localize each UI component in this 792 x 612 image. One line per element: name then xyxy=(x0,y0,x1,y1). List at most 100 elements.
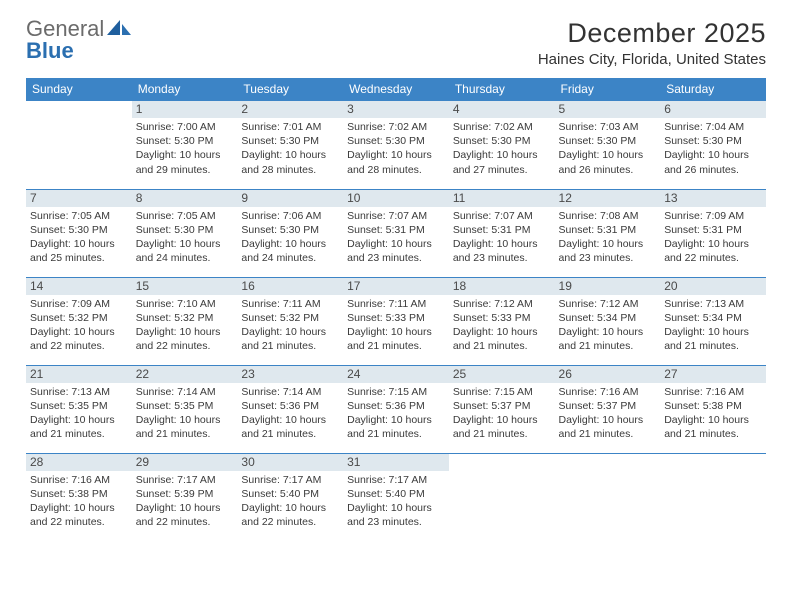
calendar-day-cell: 14 Sunrise: 7:09 AMSunset: 5:32 PMDayligh… xyxy=(26,277,132,365)
calendar-row: 14 Sunrise: 7:09 AMSunset: 5:32 PMDayligh… xyxy=(26,277,766,365)
calendar-day-cell: 9 Sunrise: 7:06 AMSunset: 5:30 PMDaylight… xyxy=(237,189,343,277)
day-number: 12 xyxy=(555,190,661,207)
day-number: 9 xyxy=(237,190,343,207)
calendar-day-cell: 29 Sunrise: 7:17 AMSunset: 5:39 PMDayligh… xyxy=(132,453,238,541)
calendar-day-cell: 6 Sunrise: 7:04 AMSunset: 5:30 PMDaylight… xyxy=(660,101,766,189)
calendar-row: 7Sunrise: 7:05 AMSunset: 5:30 PMDaylight… xyxy=(26,189,766,277)
weekday-header: Monday xyxy=(132,78,238,101)
day-info: Sunrise: 7:09 AMSunset: 5:32 PMDaylight:… xyxy=(30,297,128,354)
calendar-row: 1 Sunrise: 7:00 AMSunset: 5:30 PMDaylight… xyxy=(26,101,766,189)
day-number: 30 xyxy=(237,454,343,471)
day-number: 11 xyxy=(449,190,555,207)
day-info: Sunrise: 7:01 AMSunset: 5:30 PMDaylight:… xyxy=(241,120,339,177)
day-info: Sunrise: 7:14 AMSunset: 5:36 PMDaylight:… xyxy=(241,385,339,442)
day-number: 27 xyxy=(660,366,766,383)
calendar-empty-cell xyxy=(660,453,766,541)
day-number: 22 xyxy=(132,366,238,383)
day-number: 28 xyxy=(26,454,132,471)
day-number: 1 xyxy=(132,101,238,118)
weekday-header: Thursday xyxy=(449,78,555,101)
day-number: 21 xyxy=(26,366,132,383)
calendar-day-cell: 5Sunrise: 7:03 AMSunset: 5:30 PMDaylight… xyxy=(555,101,661,189)
day-info: Sunrise: 7:10 AMSunset: 5:32 PMDaylight:… xyxy=(136,297,234,354)
calendar-day-cell: 18Sunrise: 7:12 AMSunset: 5:33 PMDayligh… xyxy=(449,277,555,365)
calendar-table: SundayMondayTuesdayWednesdayThursdayFrid… xyxy=(26,78,766,541)
calendar-day-cell: 28 Sunrise: 7:16 AMSunset: 5:38 PMDayligh… xyxy=(26,453,132,541)
day-number: 29 xyxy=(132,454,238,471)
day-number: 24 xyxy=(343,366,449,383)
day-number: 4 xyxy=(449,101,555,118)
day-info: Sunrise: 7:07 AMSunset: 5:31 PMDaylight:… xyxy=(347,209,445,266)
calendar-row: 21 Sunrise: 7:13 AMSunset: 5:35 PMDayligh… xyxy=(26,365,766,453)
calendar-day-cell: 7Sunrise: 7:05 AMSunset: 5:30 PMDaylight… xyxy=(26,189,132,277)
calendar-day-cell: 19 Sunrise: 7:12 AMSunset: 5:34 PMDayligh… xyxy=(555,277,661,365)
day-info: Sunrise: 7:14 AMSunset: 5:35 PMDaylight:… xyxy=(136,385,234,442)
day-number: 6 xyxy=(660,101,766,118)
day-info: Sunrise: 7:00 AMSunset: 5:30 PMDaylight:… xyxy=(136,120,234,177)
calendar-day-cell: 15 Sunrise: 7:10 AMSunset: 5:32 PMDayligh… xyxy=(132,277,238,365)
day-info: Sunrise: 7:06 AMSunset: 5:30 PMDaylight:… xyxy=(241,209,339,266)
page-location: Haines City, Florida, United States xyxy=(538,51,766,68)
day-number: 19 xyxy=(555,278,661,295)
page-title: December 2025 xyxy=(538,18,766,49)
calendar-body: 1 Sunrise: 7:00 AMSunset: 5:30 PMDaylight… xyxy=(26,101,766,541)
weekday-header: Tuesday xyxy=(237,78,343,101)
day-info: Sunrise: 7:02 AMSunset: 5:30 PMDaylight:… xyxy=(453,120,551,177)
day-info: Sunrise: 7:12 AMSunset: 5:34 PMDaylight:… xyxy=(559,297,657,354)
day-number: 7 xyxy=(26,190,132,207)
calendar-day-cell: 24 Sunrise: 7:15 AMSunset: 5:36 PMDayligh… xyxy=(343,365,449,453)
brand-text: General Blue xyxy=(26,18,132,62)
day-info: Sunrise: 7:11 AMSunset: 5:32 PMDaylight:… xyxy=(241,297,339,354)
day-info: Sunrise: 7:07 AMSunset: 5:31 PMDaylight:… xyxy=(453,209,551,266)
calendar-row: 28 Sunrise: 7:16 AMSunset: 5:38 PMDayligh… xyxy=(26,453,766,541)
day-info: Sunrise: 7:09 AMSunset: 5:31 PMDaylight:… xyxy=(664,209,762,266)
calendar-day-cell: 11 Sunrise: 7:07 AMSunset: 5:31 PMDayligh… xyxy=(449,189,555,277)
day-info: Sunrise: 7:16 AMSunset: 5:37 PMDaylight:… xyxy=(559,385,657,442)
weekday-header: Wednesday xyxy=(343,78,449,101)
day-number: 31 xyxy=(343,454,449,471)
calendar-empty-cell xyxy=(555,453,661,541)
calendar-empty-cell xyxy=(449,453,555,541)
day-info: Sunrise: 7:04 AMSunset: 5:30 PMDaylight:… xyxy=(664,120,762,177)
calendar-page: General Blue December 2025 Haines City, … xyxy=(0,0,792,551)
calendar-day-cell: 4 Sunrise: 7:02 AMSunset: 5:30 PMDaylight… xyxy=(449,101,555,189)
day-info: Sunrise: 7:11 AMSunset: 5:33 PMDaylight:… xyxy=(347,297,445,354)
header: General Blue December 2025 Haines City, … xyxy=(26,18,766,68)
day-info: Sunrise: 7:15 AMSunset: 5:36 PMDaylight:… xyxy=(347,385,445,442)
title-block: December 2025 Haines City, Florida, Unit… xyxy=(538,18,766,68)
day-info: Sunrise: 7:13 AMSunset: 5:35 PMDaylight:… xyxy=(30,385,128,442)
day-number: 16 xyxy=(237,278,343,295)
calendar-day-cell: 12 Sunrise: 7:08 AMSunset: 5:31 PMDayligh… xyxy=(555,189,661,277)
day-number: 15 xyxy=(132,278,238,295)
calendar-day-cell: 17 Sunrise: 7:11 AMSunset: 5:33 PMDayligh… xyxy=(343,277,449,365)
calendar-day-cell: 26 Sunrise: 7:16 AMSunset: 5:37 PMDayligh… xyxy=(555,365,661,453)
calendar-day-cell: 30 Sunrise: 7:17 AMSunset: 5:40 PMDayligh… xyxy=(237,453,343,541)
day-number: 8 xyxy=(132,190,238,207)
brand-part2: Blue xyxy=(26,38,74,63)
day-number: 14 xyxy=(26,278,132,295)
day-info: Sunrise: 7:17 AMSunset: 5:39 PMDaylight:… xyxy=(136,473,234,530)
calendar-empty-cell xyxy=(26,101,132,189)
day-info: Sunrise: 7:12 AMSunset: 5:33 PMDaylight:… xyxy=(453,297,551,354)
day-number: 2 xyxy=(237,101,343,118)
calendar-day-cell: 27Sunrise: 7:16 AMSunset: 5:38 PMDayligh… xyxy=(660,365,766,453)
day-info: Sunrise: 7:08 AMSunset: 5:31 PMDaylight:… xyxy=(559,209,657,266)
day-number: 13 xyxy=(660,190,766,207)
day-info: Sunrise: 7:15 AMSunset: 5:37 PMDaylight:… xyxy=(453,385,551,442)
weekday-header: Friday xyxy=(555,78,661,101)
calendar-day-cell: 2 Sunrise: 7:01 AMSunset: 5:30 PMDaylight… xyxy=(237,101,343,189)
day-info: Sunrise: 7:13 AMSunset: 5:34 PMDaylight:… xyxy=(664,297,762,354)
day-info: Sunrise: 7:17 AMSunset: 5:40 PMDaylight:… xyxy=(241,473,339,530)
calendar-day-cell: 23Sunrise: 7:14 AMSunset: 5:36 PMDayligh… xyxy=(237,365,343,453)
calendar-day-cell: 16 Sunrise: 7:11 AMSunset: 5:32 PMDayligh… xyxy=(237,277,343,365)
day-number: 5 xyxy=(555,101,661,118)
day-number: 20 xyxy=(660,278,766,295)
calendar-day-cell: 1 Sunrise: 7:00 AMSunset: 5:30 PMDaylight… xyxy=(132,101,238,189)
day-number: 3 xyxy=(343,101,449,118)
day-number: 26 xyxy=(555,366,661,383)
calendar-day-cell: 20 Sunrise: 7:13 AMSunset: 5:34 PMDayligh… xyxy=(660,277,766,365)
day-info: Sunrise: 7:16 AMSunset: 5:38 PMDaylight:… xyxy=(30,473,128,530)
calendar-day-cell: 8Sunrise: 7:05 AMSunset: 5:30 PMDaylight… xyxy=(132,189,238,277)
day-number: 17 xyxy=(343,278,449,295)
day-info: Sunrise: 7:17 AMSunset: 5:40 PMDaylight:… xyxy=(347,473,445,530)
